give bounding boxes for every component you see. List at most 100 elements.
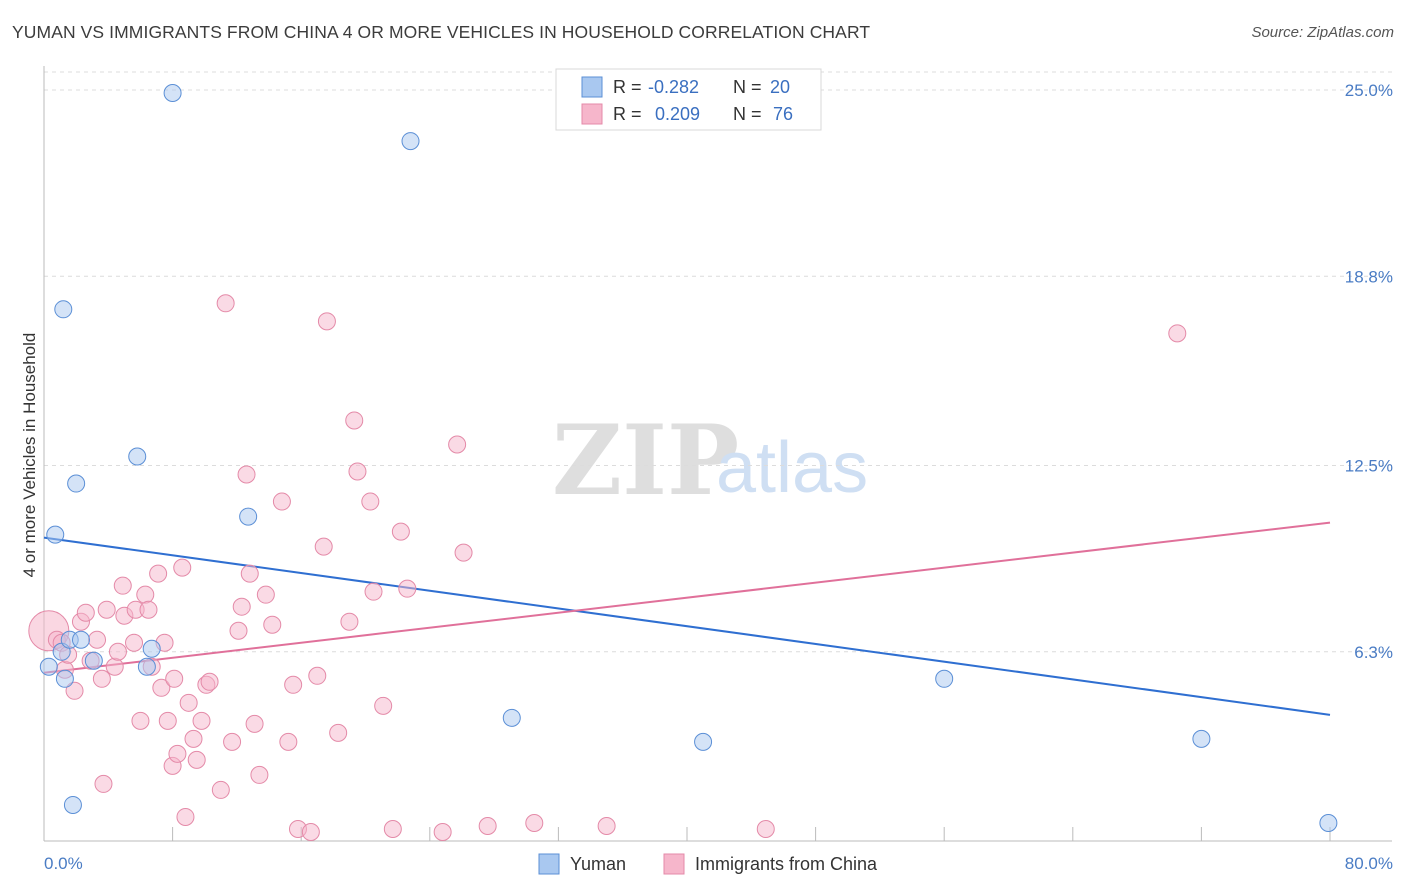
china-point xyxy=(348,462,367,481)
series-legend: Yuman Immigrants from China xyxy=(538,853,878,875)
china-point xyxy=(131,711,150,730)
axes xyxy=(43,66,1392,842)
yuman-point xyxy=(142,639,161,658)
x-tick-label: 0.0% xyxy=(44,854,83,873)
legend-swatch-china xyxy=(581,103,603,125)
china-point xyxy=(187,750,206,769)
china-point xyxy=(329,723,348,742)
china-point xyxy=(88,630,107,649)
stats-legend: R = -0.282 N = 20 R = 0.209 N = 76 xyxy=(555,68,822,131)
china-point xyxy=(76,603,95,622)
china-point xyxy=(383,819,402,838)
china-point xyxy=(65,681,84,700)
yuman-point xyxy=(1192,729,1211,748)
yuman-point xyxy=(239,507,258,526)
yuman-point xyxy=(1319,813,1338,832)
bottom-legend-swatch-yuman xyxy=(538,853,560,875)
china-point xyxy=(173,558,192,577)
legend-swatch-yuman xyxy=(581,76,603,98)
china-point xyxy=(345,411,364,430)
china-point xyxy=(263,615,282,634)
china-point xyxy=(136,585,155,604)
china-point xyxy=(398,579,417,598)
china-point xyxy=(152,678,171,697)
legend-n-value-yuman: 20 xyxy=(770,77,790,97)
yuman-point xyxy=(163,84,182,103)
y-tick-labels: 6.3% 12.5% 18.8% 25.0% xyxy=(1345,81,1393,662)
china-point xyxy=(317,312,336,331)
yuman-point xyxy=(84,651,103,670)
china-point xyxy=(525,813,544,832)
china-point xyxy=(113,576,132,595)
y-axis-label: 4 or more Vehicles in Household xyxy=(20,333,39,578)
data-points xyxy=(28,84,1338,841)
bottom-legend-swatch-china xyxy=(663,853,685,875)
china-point xyxy=(314,537,333,556)
yuman-point xyxy=(63,795,82,814)
china-point xyxy=(237,465,256,484)
chart-title: YUMAN VS IMMIGRANTS FROM CHINA 4 OR MORE… xyxy=(12,22,871,42)
yuman-point xyxy=(935,669,954,688)
china-point xyxy=(211,780,230,799)
china-point xyxy=(149,564,168,583)
legend-r-label-china: R = xyxy=(613,104,642,124)
legend-n-value-china: 76 xyxy=(773,104,793,124)
y-tick-label: 18.8% xyxy=(1345,267,1393,286)
china-point xyxy=(1168,324,1187,343)
china-point xyxy=(184,729,203,748)
china-point xyxy=(97,600,116,619)
china-point xyxy=(240,564,259,583)
china-point xyxy=(245,714,264,733)
china-point xyxy=(308,666,327,685)
china-point xyxy=(301,822,320,841)
china-point xyxy=(391,522,410,541)
china-point xyxy=(139,600,158,619)
x-tick-labels: 0.0% 80.0% xyxy=(44,854,1393,873)
china-trend-line xyxy=(43,521,1331,674)
china-point xyxy=(272,492,291,511)
legend-r-label-yuman: R = xyxy=(613,77,642,97)
yuman-point xyxy=(401,132,420,151)
yuman-point xyxy=(694,732,713,751)
china-point xyxy=(433,822,452,841)
y-tick-label: 12.5% xyxy=(1345,457,1393,476)
yuman-point xyxy=(39,657,58,676)
china-point xyxy=(478,816,497,835)
china-point xyxy=(229,621,248,640)
china-point xyxy=(256,585,275,604)
china-point xyxy=(361,492,380,511)
china-point xyxy=(125,633,144,652)
china-point xyxy=(200,672,219,691)
legend-r-value-china: 0.209 xyxy=(655,104,700,124)
y-tick-label: 6.3% xyxy=(1354,643,1393,662)
yuman-point xyxy=(67,474,86,493)
china-point xyxy=(165,669,184,688)
yuman-point xyxy=(137,657,156,676)
bottom-legend-label-yuman: Yuman xyxy=(570,854,626,874)
china-point xyxy=(92,669,111,688)
source-label: Source: ZipAtlas.com xyxy=(1251,24,1394,41)
china-point xyxy=(179,693,198,712)
china-point xyxy=(176,807,195,826)
x-tick-label: 80.0% xyxy=(1345,854,1393,873)
china-point xyxy=(94,774,113,793)
bottom-legend-label-china: Immigrants from China xyxy=(695,854,878,874)
china-point xyxy=(364,582,383,601)
china-point xyxy=(340,612,359,631)
yuman-point xyxy=(46,525,65,544)
china-point xyxy=(192,711,211,730)
china-point xyxy=(108,642,127,661)
yuman-point xyxy=(502,708,521,727)
china-point xyxy=(374,696,393,715)
china-point xyxy=(158,711,177,730)
china-point xyxy=(597,816,616,835)
legend-r-value-yuman: -0.282 xyxy=(648,77,699,97)
y-tick-label: 25.0% xyxy=(1345,81,1393,100)
yuman-trend-line xyxy=(43,536,1331,716)
china-point xyxy=(105,657,124,676)
yuman-point xyxy=(55,669,74,688)
china-point xyxy=(168,744,187,763)
china-point xyxy=(284,675,303,694)
china-point xyxy=(448,435,467,454)
